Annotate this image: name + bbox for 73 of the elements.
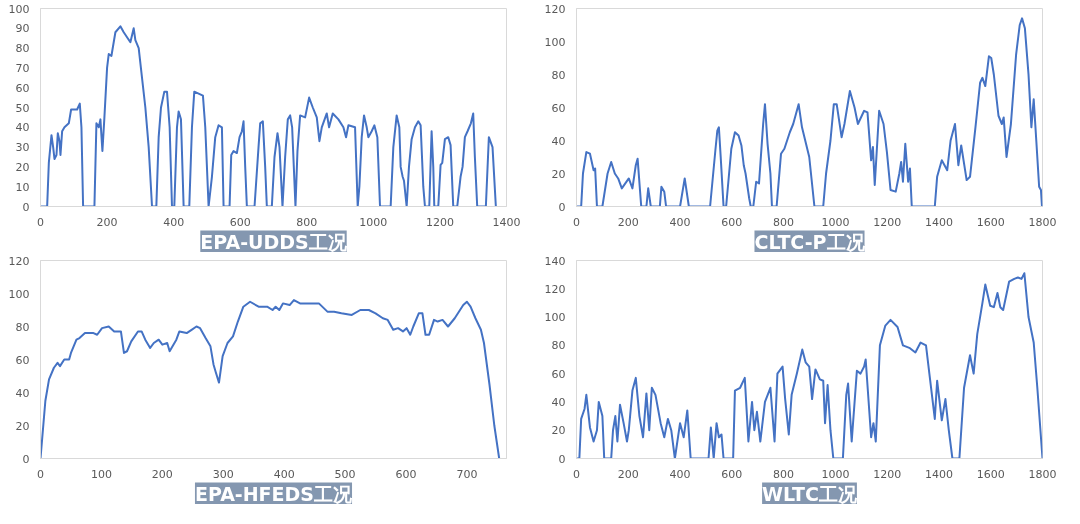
x-tick-label: 200: [617, 215, 639, 229]
x-tick-label: 0: [37, 215, 44, 229]
text: CLTC-P工况: [754, 230, 866, 253]
y-tick-label: 0: [22, 452, 30, 466]
x-tick-label: 1000: [821, 467, 850, 481]
y-tick-label: 20: [551, 424, 566, 438]
text: EPA-UDDS工况: [200, 230, 348, 253]
x-tick-label: 200: [151, 467, 173, 481]
y-tick-label: 40: [15, 121, 30, 135]
y-tick-label: 80: [15, 320, 30, 334]
y-tick-label: 20: [15, 419, 30, 433]
y-tick-label: 120: [544, 2, 566, 16]
x-tick-label: 600: [229, 215, 251, 229]
x-tick-label: 800: [296, 215, 318, 229]
y-tick-label: 90: [15, 22, 30, 36]
y-tick-label: 100: [544, 35, 566, 49]
y-tick-label: 40: [551, 134, 566, 148]
y-tick-label: 80: [551, 68, 566, 82]
x-tick-label: 1200: [873, 215, 902, 229]
y-tick-label: 60: [15, 353, 30, 367]
x-tick-label: 400: [669, 215, 691, 229]
x-tick-label: 200: [96, 215, 118, 229]
y-tick-label: 140: [544, 254, 566, 268]
x-tick-label: 100: [90, 467, 112, 481]
x-tick-label: 1600: [976, 215, 1005, 229]
x-tick-label: 0: [573, 467, 580, 481]
x-tick-label: 1000: [359, 215, 388, 229]
y-tick-label: 40: [551, 395, 566, 409]
x-tick-label: 800: [773, 215, 795, 229]
x-tick-label: 0: [37, 467, 44, 481]
y-tick-label: 0: [558, 200, 566, 214]
x-tick-label: 400: [669, 467, 691, 481]
y-tick-label: 80: [551, 339, 566, 353]
y-tick-label: 30: [15, 141, 30, 155]
x-tick-label: 1800: [1028, 215, 1057, 229]
x-tick-label: 800: [773, 467, 795, 481]
x-tick-label: 700: [456, 467, 478, 481]
y-tick-label: 20: [551, 167, 566, 181]
x-tick-label: 1200: [425, 215, 454, 229]
text: WLTC工况: [762, 482, 858, 505]
x-tick-label: 600: [395, 467, 417, 481]
x-tick-label: 500: [334, 467, 356, 481]
x-tick-label: 600: [721, 215, 743, 229]
y-tick-label: 60: [551, 101, 566, 115]
x-tick-label: 1000: [821, 215, 850, 229]
x-tick-label: 300: [212, 467, 234, 481]
y-tick-label: 70: [15, 61, 30, 75]
y-tick-label: 100: [544, 311, 566, 325]
y-tick-label: 0: [558, 452, 566, 466]
y-tick-label: 80: [15, 42, 30, 56]
y-tick-label: 0: [22, 200, 30, 214]
x-tick-label: 400: [273, 467, 295, 481]
y-tick-label: 20: [15, 160, 30, 174]
y-tick-label: 100: [8, 2, 30, 16]
y-tick-label: 120: [544, 282, 566, 296]
y-tick-label: 60: [15, 81, 30, 95]
x-tick-label: 1800: [1028, 467, 1057, 481]
y-tick-label: 50: [15, 101, 30, 115]
y-tick-label: 40: [15, 386, 30, 400]
y-tick-label: 120: [8, 254, 30, 268]
x-tick-label: 1600: [976, 467, 1005, 481]
x-tick-label: 400: [163, 215, 185, 229]
text: EPA-HFEDS工况: [194, 482, 354, 505]
x-tick-label: 200: [617, 467, 639, 481]
y-tick-label: 10: [15, 180, 30, 194]
x-tick-label: 1200: [873, 467, 902, 481]
x-tick-label: 600: [721, 467, 743, 481]
x-tick-label: 1400: [492, 215, 521, 229]
y-tick-label: 100: [8, 287, 30, 301]
x-tick-label: 1400: [924, 467, 953, 481]
x-tick-label: 1400: [924, 215, 953, 229]
x-tick-label: 0: [573, 215, 580, 229]
y-tick-label: 60: [551, 367, 566, 381]
